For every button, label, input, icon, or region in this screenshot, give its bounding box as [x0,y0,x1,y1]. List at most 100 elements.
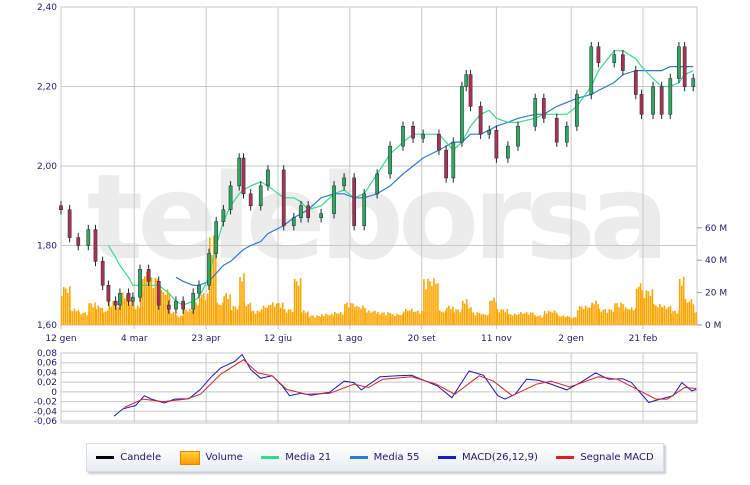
volume-bar [285,312,288,325]
price-tick-label: 1,80 [37,242,57,252]
volume-bar [119,296,122,325]
candle-body [444,149,448,179]
volume-bar [236,309,239,325]
volume-bar [381,312,383,325]
volume-bar [482,313,485,325]
candle-body [93,229,98,262]
candle-body [237,157,242,187]
volume-bar [245,306,248,325]
candle-body [131,296,135,302]
volume-bar [252,310,255,325]
candle-body [241,157,246,195]
volume-bar [338,313,340,325]
candle-body [352,177,356,226]
volume-bar [154,277,157,325]
volume-bar [409,310,411,325]
volume-bar [429,281,431,325]
price-tick-label: 2,20 [37,83,57,93]
volume-bar [582,309,585,325]
date-tick-label: 1 ago [337,334,363,344]
volume-bar [459,312,461,325]
legend-item-media-55[interactable]: Media 55 [349,452,420,463]
volume-bar [222,302,224,325]
volume-bar [175,315,178,325]
volume-bar [407,310,409,325]
candle-body [639,94,644,115]
media-21-line [107,50,694,306]
volume-bar [340,312,342,325]
candle-body [564,126,569,143]
candle-body [306,205,311,218]
candle-body [266,169,270,187]
volume-bar [529,312,532,325]
volume-bar [684,299,687,325]
volume-bar [243,273,245,325]
volume-bar [562,315,565,325]
volume-bar [676,313,678,325]
volume-bar [310,315,312,325]
volume-bar [86,315,88,325]
volume-bar [486,315,489,325]
candle-body [451,141,456,179]
macd-swatch [437,456,456,459]
volume-bar [383,312,385,325]
volume-bar [370,312,372,325]
volume-bar [431,286,433,325]
volume-bar [680,285,683,325]
volume-bar [125,294,128,325]
volume-bar [457,309,459,325]
volume-bar [195,302,197,325]
volume-bar [300,312,303,325]
candle-body [682,46,687,87]
legend-item-macd[interactable]: MACD(26,12,9) [437,452,538,463]
candle-body [411,126,415,139]
macd-tick-label: 0,04 [37,368,57,378]
legend-item-media-21[interactable]: Media 21 [261,452,331,463]
volume-bar [200,294,203,325]
macd-panel-frame [60,352,698,424]
volume-bar [491,300,493,325]
volume-bar [489,300,491,325]
volume-bar [586,307,589,325]
candle-body [100,261,105,286]
volume-bar [466,305,468,325]
candle-body [575,94,579,127]
volume-bar [537,315,539,325]
volume-bar [84,312,86,325]
volume-tick-label: 60 M [705,224,727,234]
volume-bar [423,279,425,325]
legend-item-segnale-macd[interactable]: Segnale MACD [556,452,654,463]
volume-bar [117,307,120,325]
legend-item-volume[interactable]: Volume [179,450,243,465]
volume-bar [630,307,633,325]
volume-bar [366,312,368,325]
legend-label: Volume [205,452,243,463]
volume-bar [578,306,581,325]
volume-bar [168,313,171,325]
volume-bar [249,302,252,325]
volume-bar [591,302,593,325]
volume-bar [108,301,111,325]
volume-bar [606,312,609,325]
volume-bar [174,314,177,325]
volume-bar [99,307,102,325]
volume-bar [545,313,548,325]
volume-bar [189,308,191,325]
candle-body [291,217,296,226]
volume-bar [350,303,352,325]
volume-bar [198,298,201,325]
media-21-swatch [261,456,280,459]
volume-swatch [179,450,200,465]
legend-item-candele[interactable]: Candele [96,452,161,463]
volume-bar [71,311,74,325]
volume-bar [574,317,577,325]
candle-body [197,285,201,294]
volume-bar [390,314,392,325]
volume-bar [686,302,689,325]
volume-bar [260,309,263,325]
volume-bar [295,281,298,325]
volume-bar [254,313,257,325]
volume-bar [440,311,443,325]
volume-bar [468,308,470,325]
candle-body [621,54,625,71]
